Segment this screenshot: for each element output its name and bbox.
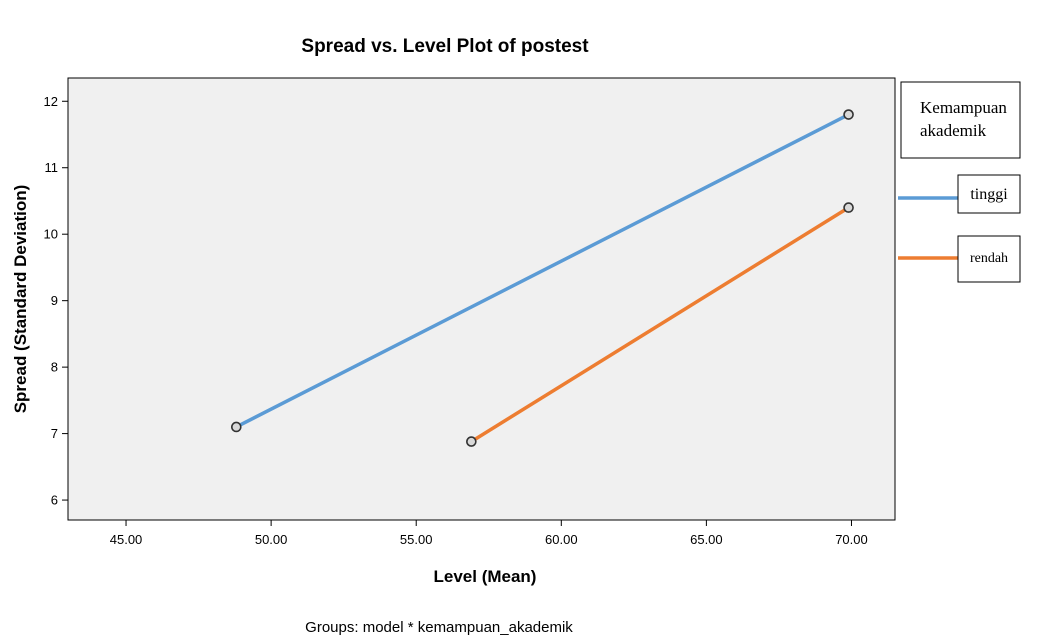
legend: Kemampuan akademik tinggi rendah xyxy=(898,81,1021,283)
series-line-rendah xyxy=(470,206,850,444)
legend-title-box xyxy=(900,81,1021,159)
y-axis-label: Spread (Standard Deviation) xyxy=(11,185,30,414)
x-tick-label: 60.00 xyxy=(545,532,578,547)
legend-entry-box-tinggi xyxy=(957,174,1021,214)
data-point-tinggi xyxy=(843,109,854,120)
x-tick-label: 50.00 xyxy=(255,532,288,547)
y-axis: 6 7 8 9 10 11 12 xyxy=(44,94,68,508)
data-point-rendah xyxy=(843,202,854,213)
series-line-tinggi xyxy=(235,113,850,429)
y-tick-label: 12 xyxy=(44,94,58,109)
x-axis-label: Level (Mean) xyxy=(434,567,537,586)
chart-footnote: Groups: model * kemampuan_akademik xyxy=(305,619,573,636)
data-point-rendah xyxy=(466,436,477,447)
x-tick-label: 45.00 xyxy=(110,532,143,547)
legend-title-line-2: akademik xyxy=(920,121,987,140)
legend-title-line-1: Kemampuan xyxy=(920,98,1007,117)
data-point-tinggi xyxy=(231,421,242,433)
plot-area xyxy=(67,77,896,521)
y-tick-label: 9 xyxy=(51,293,58,308)
chart-title: Spread vs. Level Plot of postest xyxy=(301,36,589,57)
y-tick-label: 10 xyxy=(44,227,58,242)
y-tick-label: 11 xyxy=(45,160,59,175)
legend-label-rendah: rendah xyxy=(970,251,1008,266)
legend-label-tinggi: tinggi xyxy=(970,186,1008,203)
x-tick-label: 55.00 xyxy=(400,532,433,547)
x-tick-label: 65.00 xyxy=(690,532,723,547)
x-tick-label: 70.00 xyxy=(835,532,868,547)
y-tick-label: 8 xyxy=(51,360,58,375)
legend-entry-box-rendah xyxy=(957,235,1021,283)
series-layer xyxy=(231,109,854,447)
y-tick-label: 7 xyxy=(51,426,58,441)
y-tick-label: 6 xyxy=(51,493,58,508)
x-axis: 45.00 50.00 55.00 60.00 65.00 70.00 xyxy=(110,520,868,547)
